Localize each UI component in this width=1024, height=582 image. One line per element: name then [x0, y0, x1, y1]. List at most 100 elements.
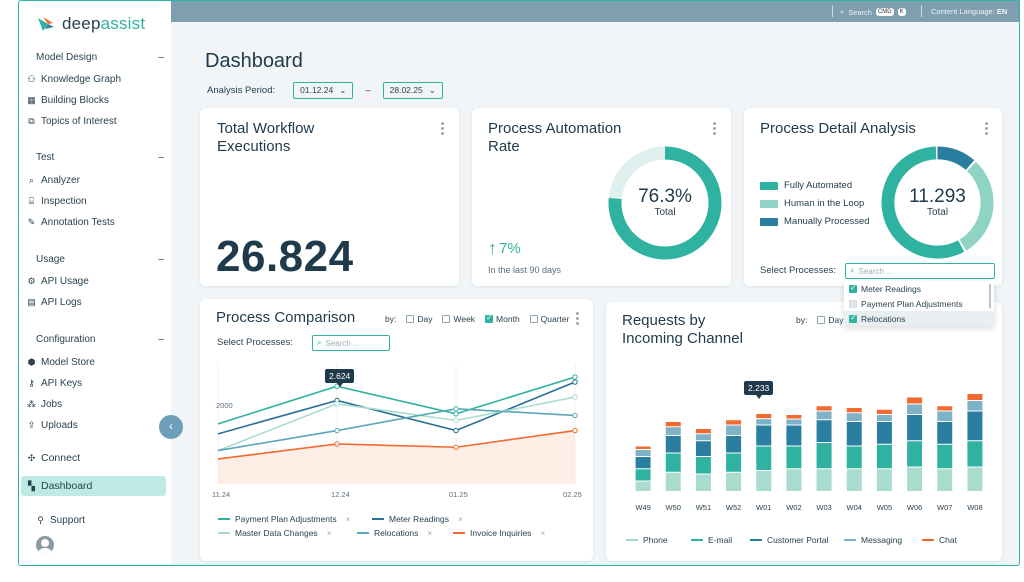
option-day[interactable]: Day [406, 314, 432, 324]
bar-segment [786, 446, 802, 469]
legend-messaging[interactable]: Messaging [844, 535, 902, 545]
legend-email[interactable]: E-mail [691, 535, 732, 545]
collapse-icon[interactable]: – [158, 334, 164, 345]
section-usage[interactable]: Usage – [36, 254, 164, 265]
title-line: Requests by [622, 312, 706, 329]
global-search-button[interactable]: ⌕ Search CMD K [840, 7, 906, 17]
checkbox[interactable] [442, 315, 451, 323]
bar-segment [907, 467, 923, 491]
title-line: Rate [488, 138, 520, 155]
legend-meter-readings[interactable]: Meter Readings × [372, 514, 463, 524]
sidebar-item-dashboard[interactable]: ▚ Dashboard [27, 478, 92, 494]
title-line: Process Automation [488, 120, 622, 137]
kebab-menu-icon[interactable] [576, 312, 579, 327]
sidebar-item-api-usage[interactable]: ⚙ API Usage [27, 273, 89, 289]
legend-fully-automated: Fully Automated [760, 180, 852, 191]
graph-icon: ⚇ [27, 73, 36, 84]
sidebar-item-model-store[interactable]: ⬢ Model Store [27, 354, 95, 370]
checkbox[interactable] [485, 313, 494, 323]
bar-segment [665, 453, 681, 472]
checkbox[interactable] [849, 313, 857, 323]
kebab-menu-icon[interactable] [441, 122, 444, 137]
kebab-menu-icon[interactable] [713, 122, 716, 137]
data-point [453, 406, 459, 412]
avatar[interactable] [36, 536, 54, 554]
sidebar-item-connect[interactable]: ✣ Connect [27, 450, 80, 466]
dropdown-scrollbar[interactable] [989, 284, 991, 308]
section-test[interactable]: Test – [36, 152, 164, 163]
legend-chat[interactable]: Chat [922, 535, 957, 545]
bar-segment [665, 436, 681, 453]
executions-value: 26.824 [216, 232, 354, 281]
checkbox[interactable] [406, 315, 415, 323]
process-search-input[interactable]: ⌕ Search ... [845, 263, 995, 279]
checkbox[interactable] [817, 316, 826, 324]
logo[interactable]: deepassist [36, 14, 145, 34]
bar-segment [695, 457, 711, 474]
sidebar-collapse-button[interactable]: ‹ [159, 415, 183, 439]
sidebar-item-analyzer[interactable]: ⌕ Analyzer [27, 172, 80, 188]
bar-segment [937, 422, 953, 444]
option-week[interactable]: Week [442, 314, 475, 324]
remove-icon[interactable]: × [345, 514, 351, 524]
sidebar-item-annotation-tests[interactable]: ✎ Annotation Tests [27, 214, 115, 230]
remove-icon[interactable]: × [540, 528, 546, 538]
search-icon: ⌕ [840, 7, 845, 16]
legend-master-data[interactable]: Master Data Changes × [218, 528, 332, 538]
bar-segment [846, 422, 862, 446]
legend-payment-plan[interactable]: Payment Plan Adjustments × [218, 514, 351, 524]
bar-segment [695, 434, 711, 441]
collapse-icon[interactable]: – [158, 254, 164, 265]
sidebar-item-inspection[interactable]: ⌸ Inspection [27, 193, 87, 209]
checkbox[interactable] [849, 299, 857, 308]
checkbox[interactable] [849, 283, 857, 293]
dropdown-item-payment-plan[interactable]: Payment Plan Adjustments [844, 296, 994, 311]
data-point [334, 441, 340, 447]
legend-customer-portal[interactable]: Customer Portal [750, 535, 828, 545]
legend-label: Fully Automated [784, 180, 853, 191]
sidebar-item-label: Building Blocks [41, 94, 109, 106]
comparison-search-input[interactable]: ⌕ Search ... [312, 335, 390, 351]
legend-phone[interactable]: Phone [626, 535, 668, 545]
option-month[interactable]: Month [485, 313, 520, 324]
logs-icon: ▤ [27, 296, 36, 307]
card-requests-by-channel: Requests by Incoming Channel by: Day W49 W… [606, 302, 1002, 561]
language-selector[interactable]: Content Language: EN [931, 7, 1007, 16]
legend-invoice-inquiries[interactable]: Invoice Inquiries × [453, 528, 545, 538]
legend-label: Invoice Inquiries [470, 528, 532, 538]
sidebar-item-support[interactable]: ⚲ Support [36, 512, 85, 528]
section-model-design[interactable]: Model Design – [36, 52, 164, 63]
annotation-icon: ✎ [27, 216, 36, 227]
sidebar-item-topics[interactable]: ⧉ Topics of Interest [27, 113, 116, 129]
remove-icon[interactable]: × [458, 514, 463, 524]
upload-icon: ⇪ [27, 419, 36, 430]
date-from-select[interactable]: 01.12.24 ⌄ [293, 82, 354, 99]
option-day[interactable]: Day [817, 315, 843, 325]
collapse-icon[interactable]: – [158, 152, 164, 163]
sidebar-item-jobs[interactable]: ⁂ Jobs [27, 396, 62, 412]
sidebar-item-api-logs[interactable]: ▤ API Logs [27, 294, 81, 310]
legend-relocations[interactable]: Relocations × [357, 528, 432, 538]
remove-icon[interactable]: × [427, 528, 433, 538]
kebab-menu-icon[interactable] [985, 122, 988, 137]
collapse-icon[interactable]: – [158, 52, 164, 63]
option-label: Day [828, 315, 844, 325]
sidebar-item-building-blocks[interactable]: ▦ Building Blocks [27, 92, 109, 108]
sidebar-item-label: API Usage [41, 275, 89, 287]
data-point [453, 417, 459, 424]
sidebar-item-api-keys[interactable]: ⚷ API Keys [27, 375, 82, 391]
dropdown-item-relocations[interactable]: Relocations [844, 311, 994, 326]
trend-note: In the last 90 days [488, 265, 562, 275]
bar-segment [756, 413, 772, 419]
date-to-select[interactable]: 28.02.25 ⌄ [382, 82, 443, 99]
sidebar-item-uploads[interactable]: ⇪ Uploads [27, 417, 78, 433]
dropdown-item-meter-readings[interactable]: Meter Readings [844, 281, 994, 296]
remove-icon[interactable]: × [326, 528, 332, 538]
data-point [453, 444, 459, 450]
option-quarter[interactable]: Quarter [529, 314, 570, 324]
sidebar-item-knowledge-graph[interactable]: ⚇ Knowledge Graph [27, 71, 121, 87]
bar-segment [665, 427, 681, 435]
series-line [217, 407, 576, 452]
section-configuration[interactable]: Configuration – [36, 334, 164, 345]
checkbox[interactable] [529, 315, 538, 323]
